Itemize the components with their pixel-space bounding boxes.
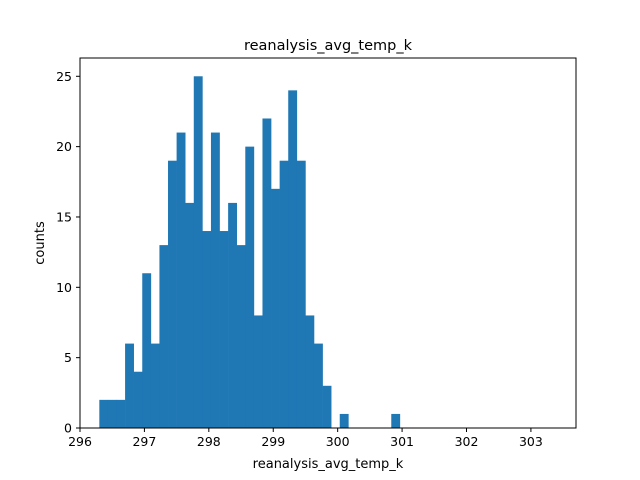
histogram-bar (228, 202, 238, 428)
histogram-bar (296, 160, 306, 428)
histogram-bar (202, 231, 212, 428)
histogram-bar (236, 245, 246, 428)
histogram-bar (159, 245, 169, 428)
histogram-bar (253, 315, 263, 428)
plot-frame (79, 57, 577, 429)
histogram-bar (313, 343, 323, 428)
y-tick-label: 10 (56, 280, 72, 295)
histogram-bar (322, 385, 332, 428)
x-tick-label: 302 (455, 434, 479, 449)
y-tick-label: 20 (56, 139, 72, 154)
histogram-bar (391, 413, 401, 428)
axes-group (79, 57, 577, 429)
x-tick-label: 299 (261, 434, 285, 449)
histogram-bar (142, 273, 152, 428)
histogram-bar (168, 160, 177, 428)
chart-title: reanalysis_avg_temp_k (244, 38, 413, 54)
x-tick-label: 300 (326, 434, 350, 449)
histogram-bar (279, 160, 289, 428)
y-ticks: 0 5 10 15 20 25 (56, 69, 80, 436)
histogram-bar (271, 188, 280, 428)
x-axis-label: reanalysis_avg_temp_k (253, 457, 404, 472)
histogram-bar (339, 413, 349, 428)
x-tick-label: 303 (519, 434, 543, 449)
y-tick-label: 25 (56, 69, 72, 84)
histogram-bar (210, 132, 220, 428)
histogram-bar (245, 146, 255, 429)
x-tick-label: 298 (197, 434, 221, 449)
x-tick-label: 297 (132, 434, 156, 449)
histogram-bar (176, 132, 186, 428)
histogram-bar (133, 371, 143, 428)
histogram-bar (288, 90, 298, 428)
histogram-bar (262, 118, 272, 428)
bars-group (99, 76, 401, 429)
y-tick-label: 5 (64, 350, 72, 365)
y-tick-label: 0 (64, 421, 72, 436)
histogram-bar (150, 343, 160, 428)
histogram-bar (185, 202, 195, 428)
y-axis-label: counts (33, 221, 48, 265)
x-tick-label: 296 (68, 434, 92, 449)
histogram-bar (305, 315, 315, 428)
histogram-bar (219, 231, 229, 428)
histogram-bar (99, 399, 109, 428)
x-ticks: 296 297 298 299 300 301 302 303 (68, 428, 543, 449)
histogram-bar (193, 76, 203, 428)
y-tick-label: 15 (56, 209, 72, 224)
x-tick-label: 301 (390, 434, 414, 449)
histogram-bar (107, 399, 117, 428)
histogram-bar (125, 343, 134, 428)
histogram-bar (116, 399, 126, 428)
